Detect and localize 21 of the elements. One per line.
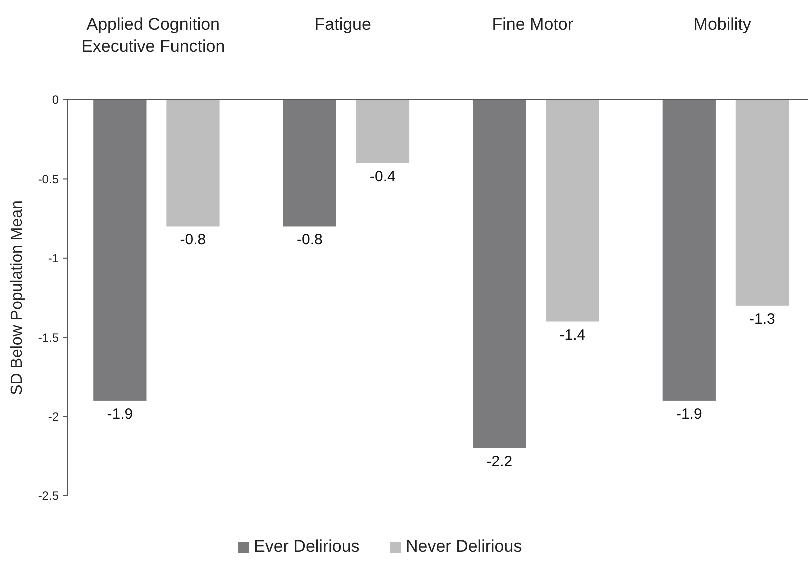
x-tick-label: Mobility [694, 15, 752, 34]
data-label: -2.2 [486, 453, 513, 470]
legend-label: Never Delirious [406, 537, 522, 556]
y-tick-label: -0.5 [38, 172, 60, 186]
x-tick-label: Applied Cognition Executive Function [82, 15, 226, 56]
data-label: -0.8 [296, 232, 323, 249]
y-axis-title: SD Below Population Mean [9, 200, 26, 396]
x-tick-label: Fine Motor [492, 15, 574, 34]
y-tick-label: -2 [48, 410, 60, 424]
data-label: -1.9 [676, 406, 702, 423]
legend-label: Ever Delirious [254, 537, 360, 556]
y-tick-label: -1 [48, 252, 60, 266]
x-tick-label: Fatigue [314, 15, 372, 34]
y-tick-label: -1.5 [38, 330, 60, 345]
data-label: -1.4 [560, 326, 586, 344]
data-label: -1.3 [750, 310, 776, 328]
data-label: -0.4 [370, 168, 396, 186]
y-tick-label: 0 [52, 93, 60, 108]
data-label: -0.8 [180, 232, 206, 249]
y-tick-label: -2.5 [38, 489, 60, 504]
data-label: -1.9 [107, 406, 134, 423]
